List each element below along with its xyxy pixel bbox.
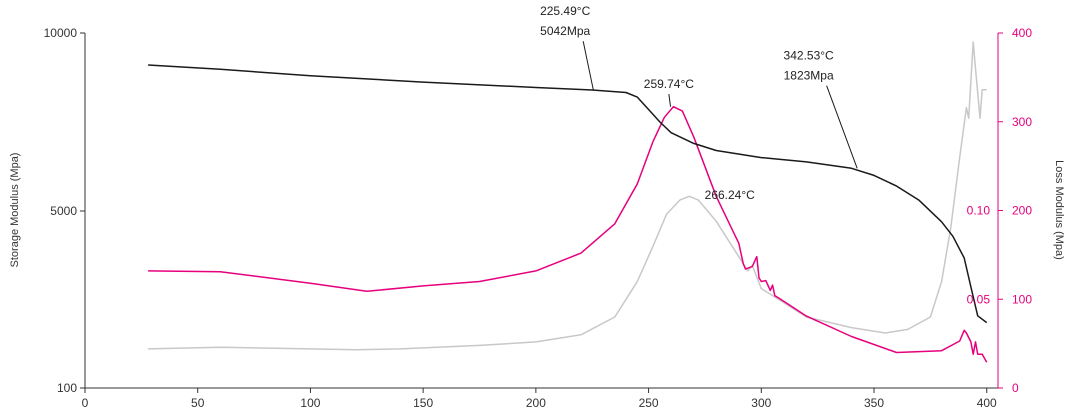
x-tick-label: 350 xyxy=(864,396,884,410)
y-axis-label: Storage Modulus (Mpa) xyxy=(9,153,21,268)
y2-tick-label: 400 xyxy=(1012,26,1032,40)
annotation-label: 259.74°C xyxy=(644,77,695,91)
series-line-0 xyxy=(148,64,988,324)
series-line-2 xyxy=(148,41,987,351)
y2-tick-label: 200 xyxy=(1012,204,1032,218)
y2-tick-label: 300 xyxy=(1012,115,1032,129)
x-tick-label: 50 xyxy=(191,396,205,410)
y2-tick-label: 100 xyxy=(1012,292,1032,306)
ticks: 0 50 100 150 200 250 300 350 400 10000 5000 100 400 3… xyxy=(44,26,1033,410)
series-line-1 xyxy=(148,105,988,363)
annotation-leader xyxy=(668,93,672,107)
annotation-label: 5042Mpa xyxy=(540,24,590,38)
y3-tick-label: 0.10 xyxy=(967,204,991,218)
annotation-label: 342.53°C xyxy=(784,49,835,63)
x-tick-label: 150 xyxy=(413,396,433,410)
y3-tick-label: 0.05 xyxy=(967,292,991,306)
annotation-label: 225.49°C xyxy=(540,4,591,18)
x-tick-label: 200 xyxy=(526,396,546,410)
x-tick-label: 300 xyxy=(751,396,771,410)
x-tick-label: 0 xyxy=(82,396,89,410)
y2-tick-label: 0 xyxy=(1012,381,1019,395)
y2-axis-label: Loss Modulus (Mpa) xyxy=(1053,160,1065,260)
annotation-label: 1823Mpa xyxy=(784,69,834,83)
annotation-leader xyxy=(826,85,858,169)
x-tick-label: 250 xyxy=(639,396,659,410)
plot-lines xyxy=(148,41,988,363)
y-tick-label: 5000 xyxy=(50,204,77,218)
y-tick-label: 100 xyxy=(57,381,77,395)
x-tick-label: 100 xyxy=(300,396,320,410)
annotation-label: 266.24°C xyxy=(705,188,756,202)
annotation-leader xyxy=(582,41,594,91)
axes xyxy=(84,33,999,389)
x-tick-label: 400 xyxy=(977,396,997,410)
y-tick-label: 10000 xyxy=(44,26,78,40)
annotations: 225.49°C 5042Mpa 342.53°C 1823Mpa 259.74°C 26… xyxy=(540,4,858,202)
